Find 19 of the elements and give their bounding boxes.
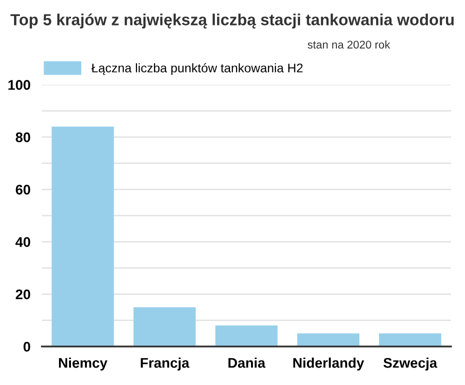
y-tick-label: 40	[16, 237, 30, 247]
y-tick-label: 20	[16, 289, 30, 300]
y-tick-label: 0	[24, 342, 30, 352]
y-tick-label: 100	[8, 80, 30, 90]
chart-subtitle: stan na 2020 rok	[308, 40, 390, 49]
bar	[134, 307, 196, 346]
y-tick-label: 60	[16, 184, 30, 195]
bar	[215, 326, 278, 346]
bar	[379, 333, 442, 346]
bar	[52, 126, 114, 346]
x-tick-label: Szwecja	[384, 358, 438, 371]
y-tick-label: 80	[16, 132, 30, 142]
chart-title: Top 5 krajów z największą liczbą stacji tankowania wodoru	[10, 13, 454, 29]
x-tick-label: Niderlandy	[293, 358, 364, 371]
bar	[297, 333, 360, 346]
x-tick-label: Dania	[228, 358, 266, 368]
x-tick-label: Niemcy	[58, 358, 108, 371]
legend-label: Łączna liczba punktów tankowania H2	[91, 63, 303, 75]
x-tick-label: Francja	[140, 358, 190, 371]
